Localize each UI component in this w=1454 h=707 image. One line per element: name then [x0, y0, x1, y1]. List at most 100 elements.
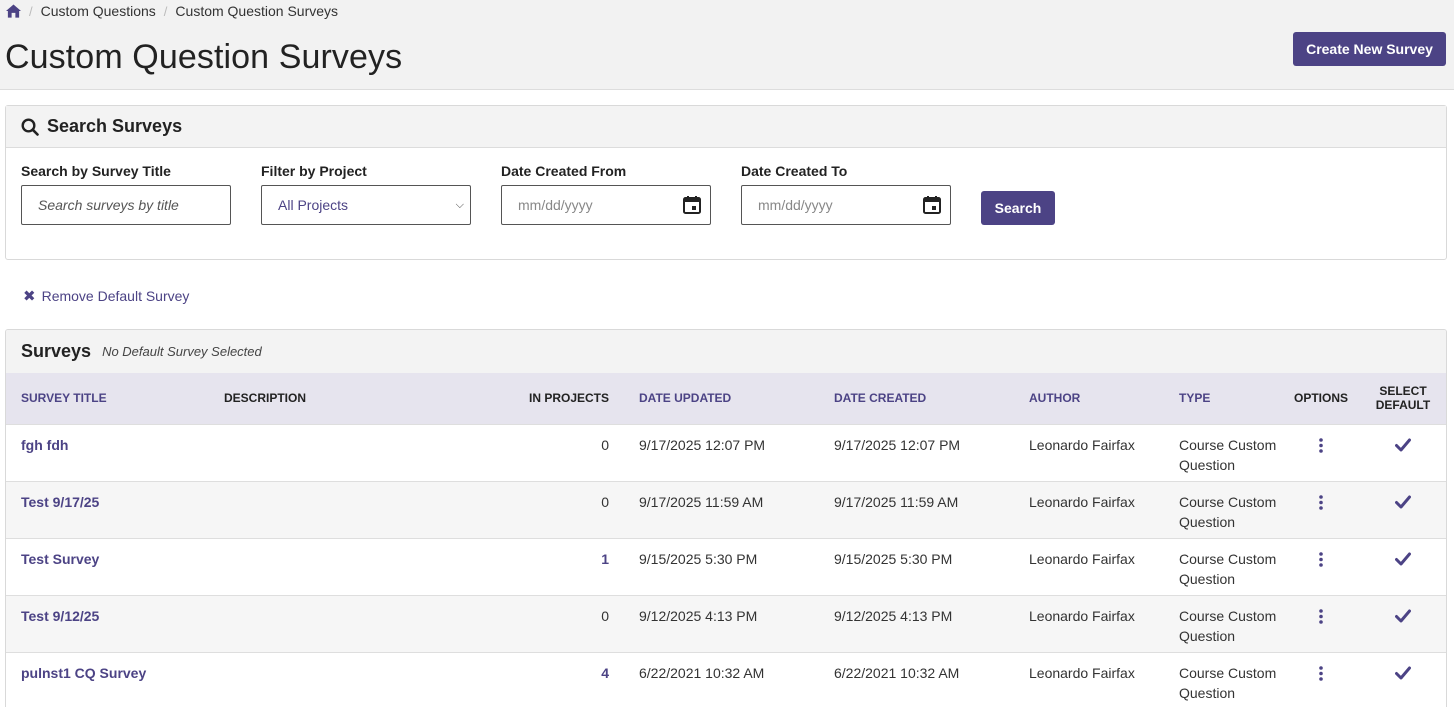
breadcrumb-separator: /	[163, 3, 168, 19]
breadcrumb-separator: /	[29, 3, 33, 19]
check-icon[interactable]	[1395, 438, 1411, 452]
survey-author: Leonardo Fairfax	[1029, 664, 1135, 681]
date-from-field: Date Created From mm/dd/yyyy	[501, 163, 711, 225]
more-options-icon[interactable]	[1319, 551, 1323, 567]
calendar-icon[interactable]	[922, 195, 942, 215]
create-new-survey-button[interactable]: Create New Survey	[1293, 32, 1446, 66]
survey-type: Course Custom Question	[1179, 607, 1277, 644]
survey-description	[209, 595, 509, 652]
table-row: Test 9/17/25 0 9/17/2025 11:59 AM 9/17/2…	[6, 481, 1446, 538]
survey-project-count-link[interactable]: 4	[601, 664, 609, 681]
survey-type: Course Custom Question	[1179, 493, 1277, 530]
column-header-options: OPTIONS	[1293, 391, 1348, 406]
survey-date-created: 6/22/2021 10:32 AM	[834, 664, 960, 681]
search-icon	[21, 117, 39, 136]
column-header-author[interactable]: AUTHOR	[1029, 391, 1081, 406]
more-options-icon[interactable]	[1319, 437, 1323, 453]
project-filter-label: Filter by Project	[261, 163, 367, 179]
survey-date-created: 9/12/2025 4:13 PM	[834, 607, 953, 624]
survey-date-updated: 9/17/2025 11:59 AM	[639, 493, 764, 510]
breadcrumb-current: Custom Question Surveys	[175, 3, 339, 19]
survey-project-count: 0	[601, 493, 609, 510]
survey-author: Leonardo Fairfax	[1029, 607, 1135, 624]
survey-title-link[interactable]: fgh fdh	[21, 436, 69, 453]
survey-date-created: 9/17/2025 12:07 PM	[834, 436, 961, 453]
survey-date-updated: 9/15/2025 5:30 PM	[639, 550, 758, 567]
surveys-table: SURVEY TITLE DESCRIPTION IN PROJECTS DAT…	[6, 373, 1446, 707]
column-header-date-updated[interactable]: DATE UPDATED	[639, 391, 732, 406]
survey-description	[209, 424, 509, 481]
more-options-icon[interactable]	[1319, 665, 1323, 681]
more-options-icon[interactable]	[1319, 494, 1323, 510]
survey-type: Course Custom Question	[1179, 436, 1277, 473]
search-panel-title: Search Surveys	[47, 116, 183, 136]
survey-author: Leonardo Fairfax	[1029, 493, 1135, 510]
table-row: Test Survey 1 9/15/2025 5:30 PM 9/15/202…	[6, 538, 1446, 595]
survey-title-link[interactable]: Test 9/17/25	[21, 493, 100, 510]
table-row: fgh fdh 0 9/17/2025 12:07 PM 9/17/2025 1…	[6, 424, 1446, 481]
calendar-icon[interactable]	[682, 195, 702, 215]
date-to-placeholder: mm/dd/yyyy	[758, 197, 833, 213]
survey-description	[209, 652, 509, 707]
options-cell	[1284, 481, 1358, 538]
table-row: pulnst1 CQ Survey 4 6/22/2021 10:32 AM 6…	[6, 652, 1446, 707]
options-cell	[1284, 538, 1358, 595]
project-filter-select[interactable]: All Projects ⌵	[261, 185, 471, 225]
column-header-type[interactable]: TYPE	[1179, 391, 1211, 406]
column-header-select-default: SELECT DEFAULT	[1375, 384, 1431, 413]
home-icon[interactable]	[6, 4, 21, 18]
check-icon[interactable]	[1395, 552, 1411, 566]
survey-project-count-link[interactable]: 1	[601, 550, 609, 567]
page-header: / Custom Questions / Custom Question Sur…	[0, 0, 1454, 90]
check-icon[interactable]	[1395, 495, 1411, 509]
page-title: Custom Question Surveys	[5, 38, 403, 76]
survey-author: Leonardo Fairfax	[1029, 436, 1135, 453]
search-surveys-panel: Search Surveys Search by Survey Title Se…	[5, 105, 1447, 260]
options-cell	[1284, 424, 1358, 481]
surveys-title: Surveys	[21, 341, 92, 361]
column-header-date-created[interactable]: DATE CREATED	[834, 391, 927, 406]
select-default-cell	[1358, 424, 1446, 481]
survey-type: Course Custom Question	[1179, 550, 1277, 587]
survey-title-link[interactable]: Test Survey	[21, 550, 100, 567]
breadcrumb-custom-questions[interactable]: Custom Questions	[40, 3, 156, 19]
date-to-input[interactable]: mm/dd/yyyy	[741, 185, 951, 225]
search-button[interactable]: Search	[981, 191, 1055, 225]
search-panel-header: Search Surveys	[6, 106, 1446, 148]
more-options-icon[interactable]	[1319, 608, 1323, 624]
table-header-row: SURVEY TITLE DESCRIPTION IN PROJECTS DAT…	[6, 373, 1446, 424]
column-header-survey-title[interactable]: SURVEY TITLE	[21, 391, 107, 406]
options-cell	[1284, 595, 1358, 652]
survey-author: Leonardo Fairfax	[1029, 550, 1135, 567]
survey-description	[209, 481, 509, 538]
date-to-field: Date Created To mm/dd/yyyy	[741, 163, 951, 225]
survey-project-count: 0	[601, 607, 609, 624]
search-title-input[interactable]: Search surveys by title	[21, 185, 231, 225]
surveys-panel: Surveys No Default Survey Selected SURVE…	[5, 329, 1447, 707]
date-from-input[interactable]: mm/dd/yyyy	[501, 185, 711, 225]
project-filter-field: Filter by Project All Projects ⌵	[261, 163, 471, 225]
column-header-description: DESCRIPTION	[224, 391, 307, 406]
survey-date-updated: 6/22/2021 10:32 AM	[639, 664, 765, 681]
remove-default-label: Remove Default Survey	[41, 288, 190, 304]
check-icon[interactable]	[1395, 609, 1411, 623]
survey-project-count: 0	[601, 436, 609, 453]
select-default-cell	[1358, 595, 1446, 652]
table-row: Test 9/12/25 0 9/12/2025 4:13 PM 9/12/20…	[6, 595, 1446, 652]
survey-type: Course Custom Question	[1179, 664, 1277, 701]
default-survey-status: No Default Survey Selected	[102, 344, 262, 359]
check-icon[interactable]	[1395, 666, 1411, 680]
select-default-cell	[1358, 481, 1446, 538]
survey-date-updated: 9/12/2025 4:13 PM	[639, 607, 758, 624]
date-from-placeholder: mm/dd/yyyy	[518, 197, 593, 213]
remove-default-survey-link[interactable]: ✖ Remove Default Survey	[23, 287, 189, 305]
survey-title-link[interactable]: Test 9/12/25	[21, 607, 100, 624]
select-default-cell	[1358, 538, 1446, 595]
close-icon: ✖	[23, 288, 36, 305]
options-cell	[1284, 652, 1358, 707]
survey-date-created: 9/15/2025 5:30 PM	[834, 550, 953, 567]
breadcrumb: / Custom Questions / Custom Question Sur…	[6, 3, 338, 19]
date-from-label: Date Created From	[501, 163, 627, 179]
survey-title-link[interactable]: pulnst1 CQ Survey	[21, 664, 147, 681]
column-header-in-projects: IN PROJECTS	[528, 391, 609, 406]
